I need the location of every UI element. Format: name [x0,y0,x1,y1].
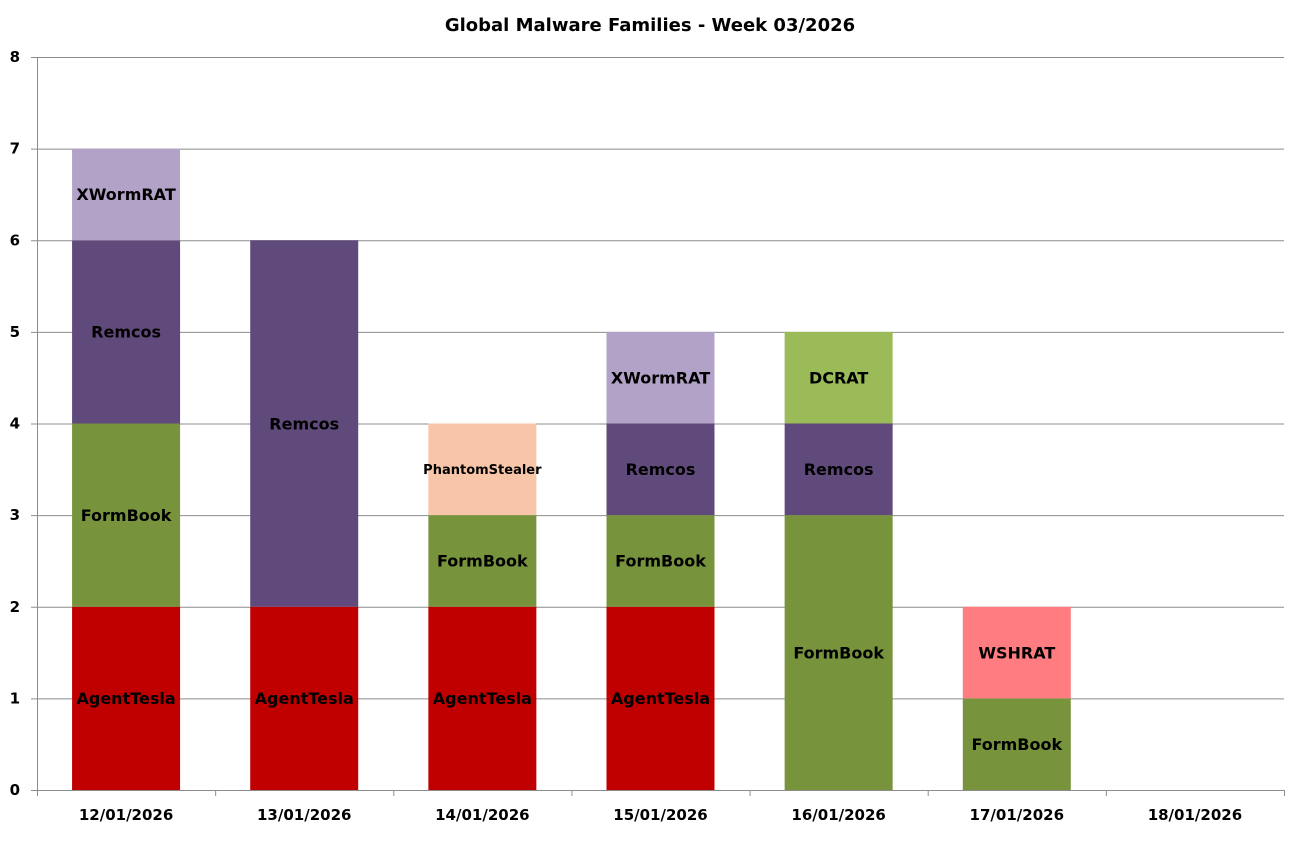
bar-segment-label: AgentTesla [255,689,354,708]
bar-segment [784,331,893,424]
bar-segment [606,606,715,790]
bar-segment-label: XWormRAT [76,185,175,204]
bar-segment-label: FormBook [793,643,884,662]
bar-segment [962,698,1071,790]
y-tick-label: 6 [10,231,20,249]
y-tick-label: 0 [10,781,20,799]
x-tick-label: 13/01/2026 [257,806,351,824]
x-tick-label: 18/01/2026 [1148,806,1242,824]
bar-segment-label: FormBook [81,506,172,525]
x-tick-label: 17/01/2026 [970,806,1064,824]
x-tick-label: 16/01/2026 [791,806,885,824]
y-tick-label: 4 [10,415,20,433]
bar-segment [606,515,715,607]
axes [37,57,1284,791]
y-tick-label: 8 [10,48,20,66]
x-axis-ticks: 12/01/2026 13/01/2026 14/01/2026 15/01/2026… [37,790,1285,824]
bar-segment-label: AgentTesla [433,689,532,708]
x-tick-label: 14/01/2026 [435,806,529,824]
y-tick-label: 2 [10,598,20,616]
bar-segment [72,240,181,424]
bar-segment-label: Remcos [804,460,874,479]
y-tick-label: 5 [10,323,20,341]
bar-segment-label: AgentTesla [76,689,175,708]
bar-segment-label: FormBook [615,552,706,571]
bars: AgentTesla FormBook Remcos XWormRAT AgentTes… [72,148,1071,790]
chart-title: Global Malware Families - Week 03/2026 [445,15,855,36]
bar-segment [428,423,537,516]
bar-segment-label: XWormRAT [611,368,710,387]
bar-segment-label: WSHRAT [978,643,1055,662]
y-axis-ticks: 0 1 2 3 4 5 6 7 8 [10,48,37,799]
bar-segment [250,240,359,607]
bar-segment [606,331,715,424]
bar-segment [962,606,1071,699]
bar-segment [784,515,893,790]
bar-segment-label: FormBook [971,735,1062,754]
bar-segment [606,423,715,516]
x-tick-label: 12/01/2026 [79,806,173,824]
bar-segment-label: FormBook [437,552,528,571]
y-tick-label: 3 [10,506,20,524]
x-tick-label: 15/01/2026 [613,806,707,824]
bar-segment-label: Remcos [269,414,339,433]
bar-segment-label: DCRAT [809,368,868,387]
y-tick-label: 7 [10,140,20,158]
bar-segment-label: AgentTesla [611,689,710,708]
bar-segment [428,515,537,607]
bar-segment-label: Remcos [91,323,161,342]
bar-segment-label: PhantomStealer [423,463,542,478]
bar-segment [250,606,359,790]
y-tick-label: 1 [10,689,20,707]
bar-segment [428,606,537,790]
bar-segment-label: Remcos [626,460,696,479]
bar-segment [784,423,893,516]
bar-segment [72,423,181,607]
bar-segment [72,148,181,241]
bar-segment [72,606,181,790]
